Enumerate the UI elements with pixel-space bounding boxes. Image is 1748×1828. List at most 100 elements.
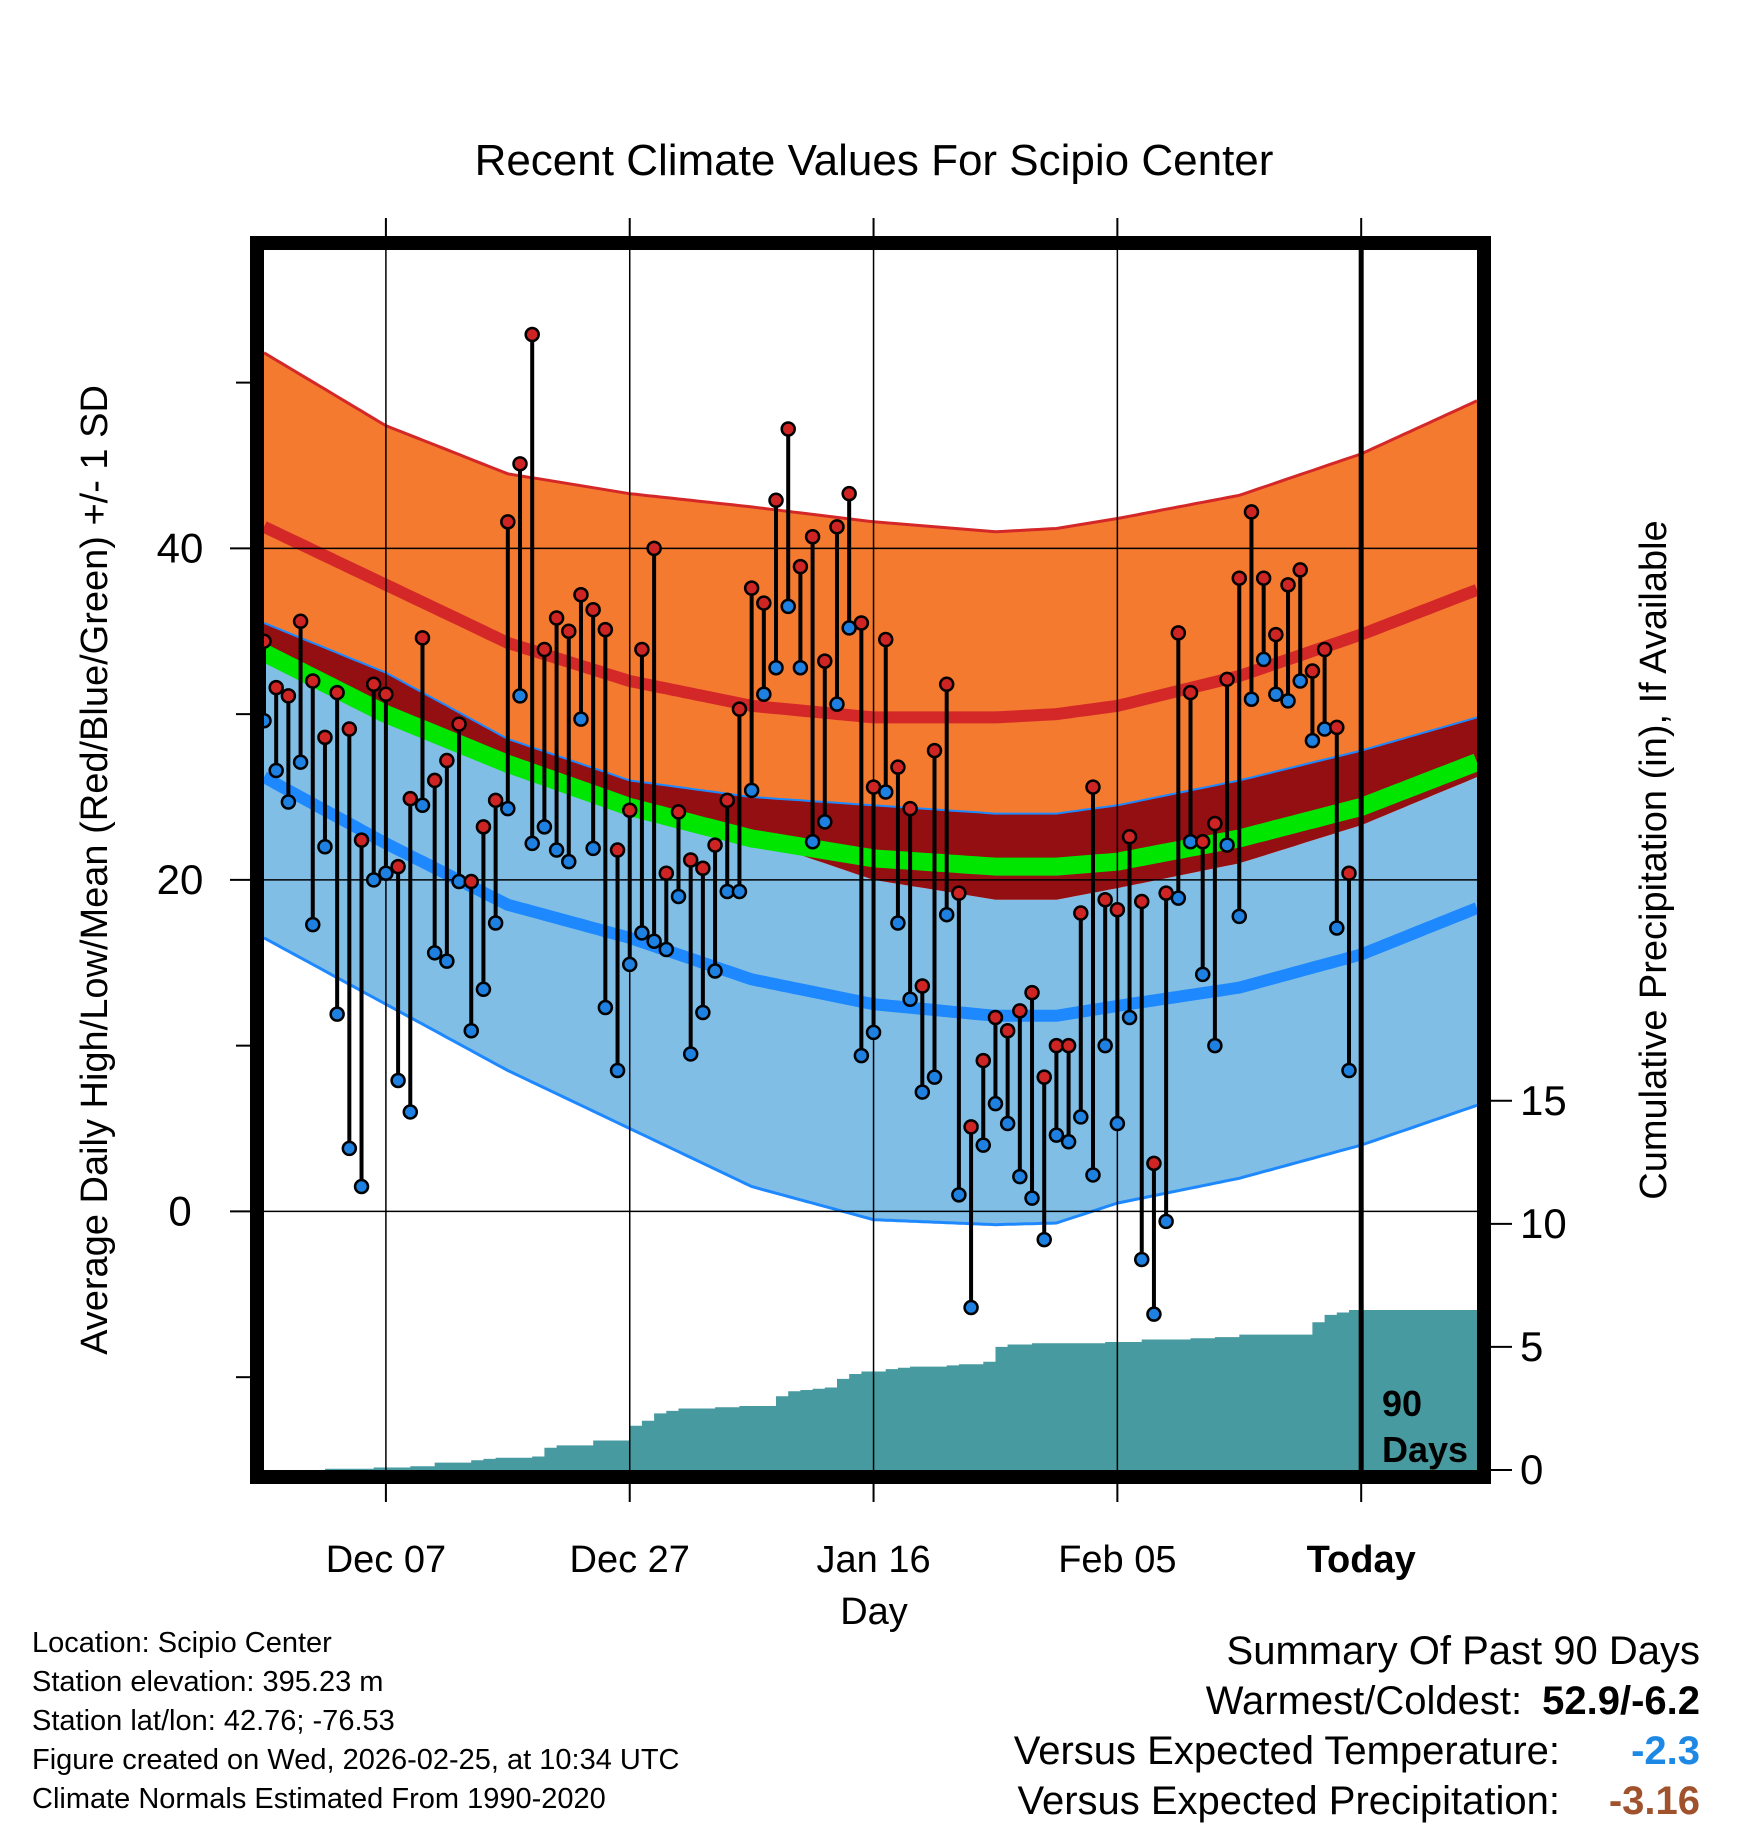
precip-label: Versus Expected Precipitation: [1017,1779,1560,1823]
summary-warmest-row: Warmest/Coldest: 52.9/-6.2 [1014,1676,1700,1726]
daily-high-point [585,601,601,618]
daily-high-point [707,837,723,853]
daily-low-point [1133,1251,1150,1268]
daily-low-point [865,1024,882,1041]
daily-high-point [682,852,699,868]
daily-low-point [500,800,516,817]
daily-low-point [1085,1167,1101,1183]
daily-low-point [926,1069,943,1085]
daily-low-point [1329,920,1345,936]
daily-low-point [731,883,748,900]
daily-low-point [1280,693,1296,709]
summary-heading: Summary Of Past 90 Days [1226,1629,1700,1673]
daily-high-point [1170,625,1187,641]
daily-high-point [512,456,528,472]
daily-low-point [439,953,455,969]
daily-low-point [707,963,723,979]
daily-high-point [451,716,467,732]
daily-high-point [1085,779,1101,795]
daily-high-point [841,485,857,502]
latlon-text: Station lat/lon: 42.76; -76.53 [32,1705,395,1737]
daily-high-point [1316,641,1333,658]
daily-low-point [1109,1115,1126,1132]
x-axis-label: Day [840,1591,908,1633]
daily-high-point [621,802,638,819]
daily-high-point [609,842,626,858]
daily-high-point [951,885,967,901]
daily-high-point [1329,719,1345,736]
daily-low-point [792,659,809,676]
daily-high-point [414,630,431,646]
y-tick-label-right: 5 [1520,1323,1543,1370]
daily-low-point [621,956,638,973]
daily-high-point [292,613,309,630]
axes: Dec 07 Dec 27 Jan 16 Feb 05 Today 40 20 0 15 10 5 0 [157,218,1567,1581]
daily-high-point [341,721,358,737]
daily-high-point [1207,815,1223,832]
created-text: Figure created on Wed, 2026-02-25, at 10… [32,1744,680,1776]
daily-high-point [402,790,419,807]
daily-low-point [609,1062,626,1079]
daily-low-point [987,1095,1004,1112]
daily-low-point [695,1004,711,1021]
daily-high-point [1219,671,1235,688]
x-tick-label: Dec 27 [570,1539,690,1581]
daily-high-point [914,978,931,994]
daily-high-point [317,729,333,746]
daily-low-point [999,1115,1016,1132]
warmest-label: Warmest/Coldest: [1205,1679,1523,1723]
daily-low-point [1207,1037,1223,1054]
daily-high-point [536,641,553,658]
daily-high-point [670,804,687,820]
daily-low-point [390,1072,406,1089]
daily-high-point [1012,1003,1028,1019]
daily-high-point [597,621,614,638]
daily-high-point [524,326,540,343]
daily-high-point [1036,1069,1052,1085]
normal-mean-line [264,644,1477,876]
daily-high-point [768,492,784,509]
daily-low-point [414,797,431,814]
daily-high-point [280,688,297,704]
daily-high-point [999,1022,1016,1039]
daily-low-point [353,1178,370,1195]
normal-low-lower-line [264,936,1477,1227]
daily-high-point [731,701,748,717]
daily-low-point [280,794,297,810]
daily-low-point [536,819,553,835]
daily-high-point [902,800,918,817]
daily-low-point [1292,673,1308,689]
daily-low-point [1121,1009,1138,1026]
daily-high-point [1121,829,1138,845]
daily-high-point [1243,504,1260,520]
daily-low-point [682,1046,699,1062]
daily-high-point [817,653,833,669]
daily-low-point [1158,1213,1174,1230]
daily-high-point [926,742,943,759]
normal-mean-band [264,623,1477,900]
daily-high-point [1231,570,1248,586]
daily-high-point [426,772,443,789]
x-tick-label: Dec 07 [326,1539,446,1581]
daily-high-point [804,529,821,545]
daily-high-point [853,615,870,631]
y-tick-label-left: 40 [157,524,204,571]
daily-low-point [1170,890,1187,906]
daily-low-point [1097,1037,1113,1054]
daily-high-point [1292,562,1308,578]
daily-high-point [1182,684,1199,701]
precip-value: -3.16 [1608,1779,1700,1823]
daily-low-point [1341,1062,1357,1079]
y-tick-label-right: 10 [1520,1200,1567,1247]
daily-high-point [1133,893,1150,910]
daily-high-point [548,610,565,626]
daily-low-point [670,888,687,905]
plot-frame [250,236,1491,1484]
daily-low-point [1243,691,1260,707]
daily-high-point [646,540,662,557]
daily-high-point [378,686,394,702]
daily-low-point [524,835,540,852]
daily-high-point [1097,892,1113,908]
daily-low-point [561,853,577,870]
